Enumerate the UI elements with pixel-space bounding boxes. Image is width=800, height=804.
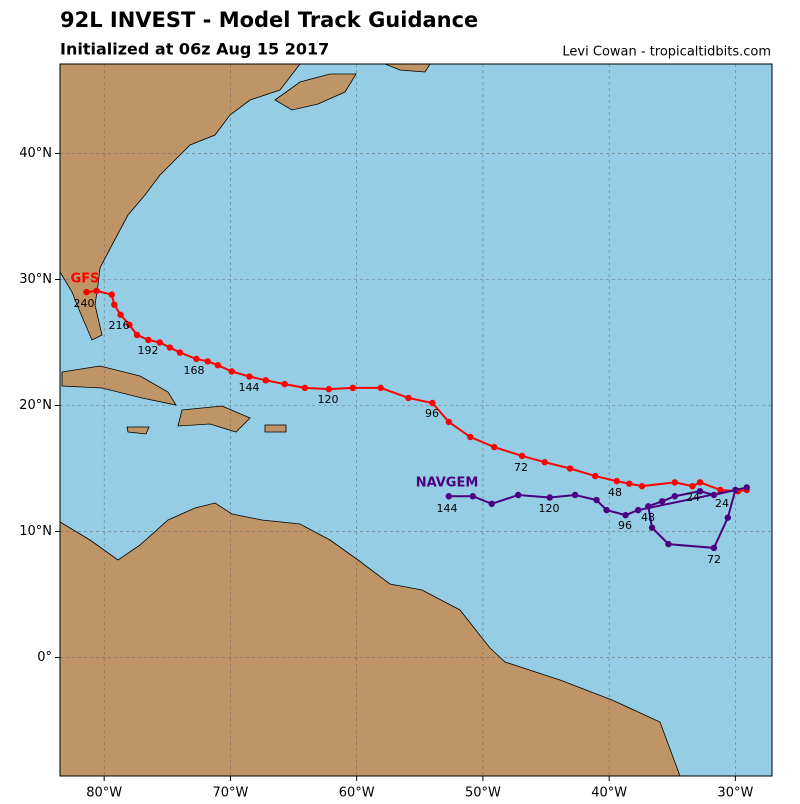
- track-point: [671, 493, 678, 500]
- track-point: [743, 484, 750, 491]
- track-point: [156, 339, 163, 346]
- hour-label: 240: [74, 297, 95, 310]
- track-point: [603, 506, 610, 514]
- y-tick-label: 30°N: [19, 272, 52, 287]
- y-tick-label: 10°N: [19, 524, 52, 539]
- track-point: [193, 355, 200, 363]
- x-tick-label: 60°W: [339, 786, 375, 801]
- track-point: [176, 349, 184, 356]
- hour-label: 120: [539, 502, 560, 515]
- hour-label: 168: [184, 364, 205, 377]
- track-point: [111, 301, 118, 308]
- model-label: GFS: [71, 272, 100, 287]
- track-point: [166, 344, 174, 351]
- track-point: [665, 540, 672, 548]
- hour-label: 144: [239, 381, 260, 394]
- hour-label: 72: [514, 461, 528, 474]
- track-point: [445, 493, 453, 500]
- track-point: [648, 524, 656, 531]
- y-tick-label: 0°: [37, 650, 52, 665]
- track-point: [658, 498, 666, 505]
- model-label: NAVGEM: [416, 476, 479, 491]
- track-point: [546, 494, 554, 501]
- track-point: [429, 399, 436, 407]
- subtitle: Initialized at 06z Aug 15 2017: [60, 40, 329, 59]
- track-point: [645, 503, 652, 510]
- track-point: [325, 385, 333, 393]
- track-point: [571, 491, 579, 499]
- land: [60, 64, 681, 776]
- x-tick-label: 70°W: [212, 786, 248, 801]
- track-point: [108, 291, 115, 298]
- hour-label: 48: [608, 486, 622, 499]
- track-point: [710, 491, 718, 499]
- track-point: [724, 514, 732, 521]
- track-point: [696, 488, 704, 495]
- track-point: [83, 288, 90, 296]
- track-point: [469, 493, 477, 500]
- track-point: [541, 459, 548, 466]
- track-point: [93, 287, 100, 295]
- track-point: [593, 496, 600, 504]
- y-tick-label: 40°N: [19, 146, 52, 161]
- track-point: [592, 472, 599, 480]
- track-point: [732, 486, 739, 494]
- track-point: [626, 480, 633, 487]
- hour-label: 216: [109, 319, 130, 332]
- credit: Levi Cowan - tropicaltidbits.com: [562, 45, 771, 60]
- track-point: [689, 482, 696, 490]
- x-tick-label: 40°W: [591, 786, 627, 801]
- hour-label: 120: [318, 393, 339, 406]
- track-point: [133, 331, 141, 339]
- track-point: [710, 544, 718, 552]
- track-point: [145, 336, 152, 344]
- track-point: [262, 377, 269, 384]
- track-point: [117, 311, 124, 318]
- track-point: [214, 361, 222, 369]
- tracks: 24 48 72 96 120 144 168 192 216 240 GFS 24 48 72 96 120…: [71, 272, 750, 566]
- track-point: [491, 443, 498, 451]
- hour-label: 96: [618, 519, 632, 532]
- track-line: [86, 289, 747, 493]
- x-tick-label: 30°W: [717, 786, 753, 801]
- track-point: [696, 479, 704, 486]
- track-point: [445, 418, 453, 426]
- x-tick-label: 50°W: [465, 786, 501, 801]
- track-point: [717, 486, 724, 494]
- hour-label: 144: [437, 502, 458, 515]
- track-point: [488, 500, 495, 508]
- track-point: [566, 465, 574, 472]
- track-point: [377, 384, 384, 392]
- hour-label: 24: [715, 497, 729, 510]
- track-point: [671, 479, 678, 486]
- track-point: [126, 321, 133, 329]
- track-point: [405, 394, 412, 402]
- grid: [60, 64, 772, 776]
- track-point: [349, 384, 357, 392]
- track-point: [518, 452, 526, 460]
- track-point: [515, 491, 522, 499]
- hour-label: 24: [686, 491, 700, 504]
- track-point: [638, 482, 646, 490]
- hour-label: 96: [425, 407, 439, 420]
- hour-label: 48: [641, 511, 655, 524]
- track-point: [613, 477, 620, 485]
- track-point: [228, 368, 235, 375]
- plot-frame: [59, 63, 773, 777]
- track-point: [204, 358, 211, 365]
- track-point: [467, 433, 474, 441]
- title: 92L INVEST - Model Track Guidance: [60, 8, 478, 32]
- hour-label: 192: [138, 344, 159, 357]
- track-point: [634, 506, 642, 514]
- x-tick-label: 80°W: [86, 786, 122, 801]
- track-point: [301, 384, 309, 392]
- track-point: [622, 511, 629, 519]
- track-point: [281, 380, 288, 388]
- y-tick-label: 20°N: [19, 398, 52, 413]
- hour-label: 72: [707, 553, 721, 566]
- track-point: [246, 373, 253, 380]
